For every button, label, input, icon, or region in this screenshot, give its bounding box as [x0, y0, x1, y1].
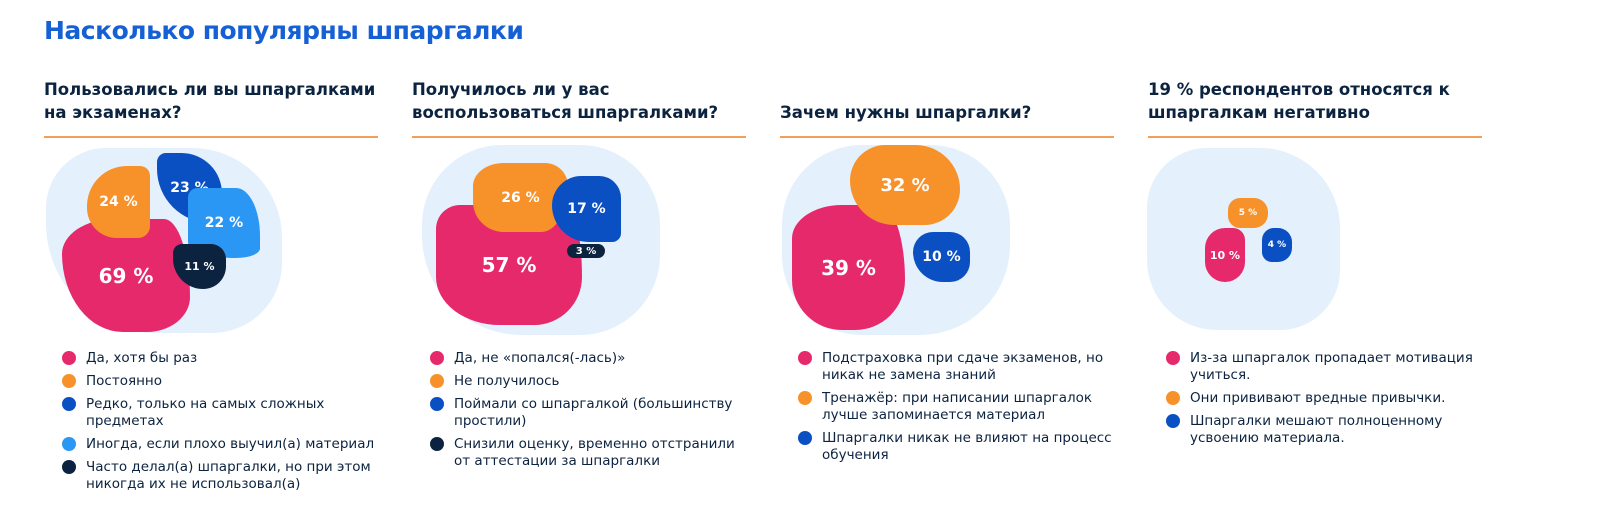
chart-segment: 32 %	[850, 145, 960, 225]
chart-segment: 24 %	[87, 166, 150, 238]
legend: Из-за шпаргалок пропадает мотивация учит…	[1166, 350, 1486, 453]
legend-label: Поймали со шпаргалкой (большинству прост…	[454, 396, 733, 429]
legend-label: Да, хотя бы раз	[86, 350, 198, 366]
legend-dot-icon	[1166, 351, 1180, 365]
chart-question: Пользовались ли вы шпаргалками на экзаме…	[44, 78, 378, 124]
legend-dot-icon	[798, 391, 812, 405]
legend-dot-icon	[62, 351, 76, 365]
legend: Подстраховка при сдаче экзаменов, но ник…	[798, 350, 1118, 470]
legend-item: Снизили оценку, временно отстранили от а…	[430, 436, 750, 470]
chart-segment: 5 %	[1228, 198, 1268, 228]
legend-label: Шпаргалки никак не влияют на процесс обу…	[822, 430, 1112, 463]
divider	[1148, 136, 1482, 138]
chart-question: 19 % респондентов относятся к шпаргалкам…	[1148, 78, 1482, 124]
legend-label: Постоянно	[86, 373, 162, 389]
chart-segment: 10 %	[1205, 228, 1245, 282]
legend-item: Да, хотя бы раз	[62, 350, 382, 367]
chart-segment: 39 %	[792, 205, 905, 330]
divider	[44, 136, 378, 138]
legend-item: Часто делал(а) шпаргалки, но при этом ни…	[62, 459, 382, 493]
chart-title: Получилось ли у вас воспользоваться шпар…	[412, 80, 719, 122]
legend-label: Не получилось	[454, 373, 560, 389]
legend-item: Подстраховка при сдаче экзаменов, но ник…	[798, 350, 1118, 384]
data-label: 32 %	[880, 174, 930, 196]
chart-segment: 69 %	[62, 219, 190, 332]
legend-item: Редко, только на самых сложных предметах	[62, 396, 382, 430]
page-title: Насколько популярны шпаргалки	[44, 16, 524, 45]
legend-dot-icon	[430, 351, 444, 365]
chart-panel: 19 % респондентов относятся к шпаргалкам…	[1148, 78, 1482, 446]
legend-dot-icon	[430, 437, 444, 451]
chart-segment: 17 %	[552, 176, 621, 242]
chart-segment: 4 %	[1262, 228, 1292, 262]
legend-label: Тренажёр: при написании шпаргалок лучше …	[822, 390, 1093, 423]
chart-title: Зачем нужны шпаргалки?	[780, 103, 1032, 122]
legend-item: Поймали со шпаргалкой (большинству прост…	[430, 396, 750, 430]
divider	[412, 136, 746, 138]
chart-title: 19 % респондентов относятся к шпаргалкам…	[1148, 80, 1450, 122]
data-label: 4 %	[1267, 240, 1287, 250]
legend-item: Они прививают вредные привычки.	[1166, 390, 1486, 407]
legend-label: Снизили оценку, временно отстранили от а…	[454, 436, 735, 469]
legend-item: Постоянно	[62, 373, 382, 390]
data-label: 57 %	[481, 253, 537, 277]
chart-panel: Получилось ли у вас воспользоваться шпар…	[412, 78, 746, 469]
legend-item: Из-за шпаргалок пропадает мотивация учит…	[1166, 350, 1486, 384]
legend-dot-icon	[62, 397, 76, 411]
legend-label: Подстраховка при сдаче экзаменов, но ник…	[822, 350, 1104, 383]
chart-question: Получилось ли у вас воспользоваться шпар…	[412, 78, 746, 124]
chart-panel: Зачем нужны шпаргалки? Подстраховка при с…	[780, 78, 1114, 463]
legend-label: Иногда, если плохо выучил(а) материал	[86, 436, 375, 452]
legend-label: Редко, только на самых сложных предметах	[86, 396, 325, 429]
data-label: 10 %	[922, 249, 961, 265]
legend-item: Шпаргалки никак не влияют на процесс обу…	[798, 430, 1118, 464]
data-label: 69 %	[98, 263, 154, 288]
legend-dot-icon	[62, 437, 76, 451]
legend-label: Шпаргалки мешают полноценному усвоению м…	[1190, 413, 1443, 446]
data-label: 24 %	[99, 194, 138, 210]
chart-segment: 3 %	[567, 244, 605, 258]
legend-item: Тренажёр: при написании шпаргалок лучше …	[798, 390, 1118, 424]
legend: Да, хотя бы раз Постоянно Редко, только на…	[62, 350, 382, 499]
legend-dot-icon	[430, 397, 444, 411]
divider	[780, 136, 1114, 138]
chart-question: Зачем нужны шпаргалки?	[780, 78, 1114, 124]
data-label: 10 %	[1209, 248, 1241, 262]
chart-segment: 10 %	[913, 232, 970, 282]
chart-title: Пользовались ли вы шпаргалками на экзаме…	[44, 80, 376, 122]
legend-dot-icon	[798, 431, 812, 445]
chart-panel: Пользовались ли вы шпаргалками на экзаме…	[44, 78, 378, 492]
data-label: 11 %	[184, 260, 215, 273]
data-label: 26 %	[501, 189, 540, 206]
legend-dot-icon	[1166, 414, 1180, 428]
data-label: 39 %	[821, 255, 876, 280]
legend-dot-icon	[1166, 391, 1180, 405]
legend-item: Шпаргалки мешают полноценному усвоению м…	[1166, 413, 1486, 447]
data-label: 5 %	[1238, 208, 1258, 218]
legend-dot-icon	[430, 374, 444, 388]
legend-label: Они прививают вредные привычки.	[1190, 390, 1446, 406]
legend: Да, не «попался(-лась)» Не получилось Пойм…	[430, 350, 750, 476]
legend-label: Часто делал(а) шпаргалки, но при этом ни…	[86, 459, 371, 492]
data-label: 22 %	[204, 215, 244, 231]
legend-dot-icon	[62, 374, 76, 388]
legend-label: Да, не «попался(-лась)»	[454, 350, 626, 366]
legend-label: Из-за шпаргалок пропадает мотивация учит…	[1190, 350, 1473, 383]
legend-item: Не получилось	[430, 373, 750, 390]
legend-dot-icon	[798, 351, 812, 365]
data-label: 17 %	[567, 201, 606, 217]
legend-dot-icon	[62, 460, 76, 474]
legend-item: Да, не «попался(-лась)»	[430, 350, 750, 367]
legend-item: Иногда, если плохо выучил(а) материал	[62, 436, 382, 453]
data-label: 3 %	[575, 245, 597, 257]
